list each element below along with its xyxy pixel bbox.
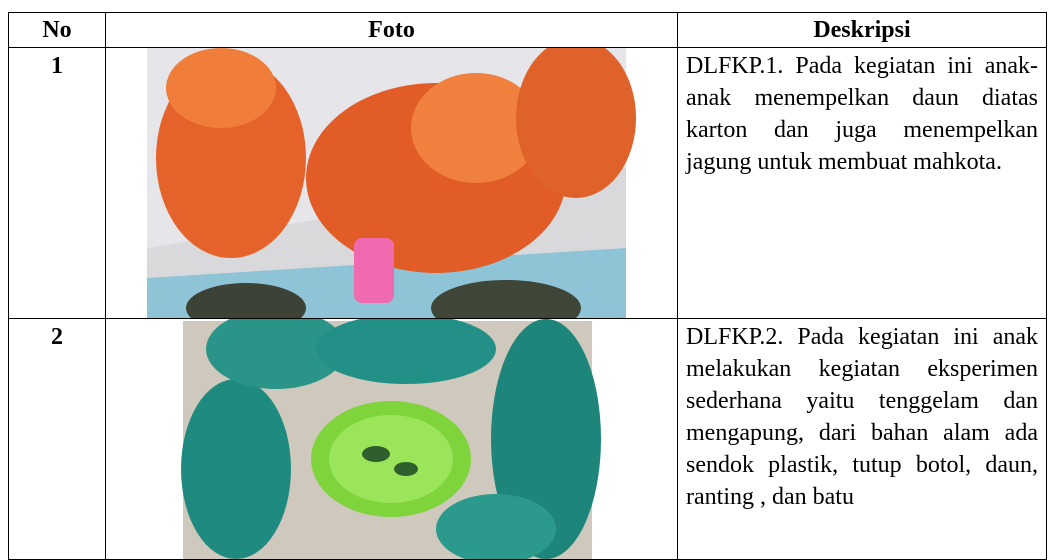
header-cell: Deskripsi (677, 12, 1047, 48)
table: No Foto Deskripsi 1 DLFKP.1. Pada kegiat… (8, 12, 1047, 560)
photo-cell (105, 47, 678, 319)
row: 1 DLFKP.1. Pada kegiatan ini anak-anak m… (8, 47, 1047, 319)
number-cell: 2 (8, 318, 106, 560)
number-cell: 1 (8, 47, 106, 319)
header-cell: No (8, 12, 106, 48)
header-cell: Foto (105, 12, 678, 48)
row: 2 DLFKP.2. Pada kegiatan ini anak melaku… (8, 318, 1047, 560)
photo (181, 319, 601, 559)
photo (147, 48, 636, 318)
photo-cell (105, 318, 678, 560)
description-cell: DLFKP.2. Pada kegiatan ini anak melakuka… (677, 318, 1047, 560)
header-row: No Foto Deskripsi (8, 12, 1047, 48)
description-cell: DLFKP.1. Pada kegiatan ini anak-anak men… (677, 47, 1047, 319)
